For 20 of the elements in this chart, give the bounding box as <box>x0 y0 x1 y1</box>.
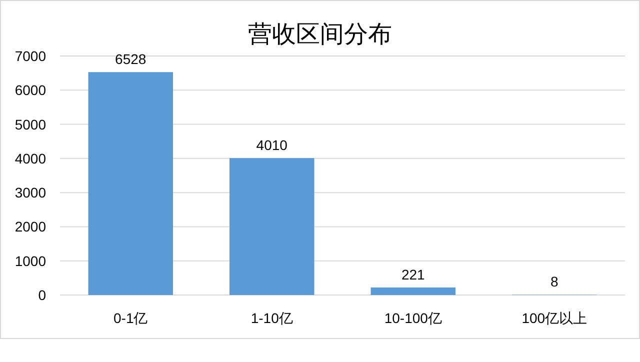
data-label: 6528 <box>115 51 146 68</box>
y-tick-label: 6000 <box>14 82 46 98</box>
x-tick-label: 100亿以上 <box>522 310 588 326</box>
chart-title: 营收区间分布 <box>248 21 392 48</box>
data-label: 4010 <box>256 137 288 154</box>
data-label: 221 <box>401 266 426 282</box>
y-tick-label: 1000 <box>14 252 46 269</box>
data-label: 8 <box>550 274 558 290</box>
bar <box>370 287 456 295</box>
bar <box>230 158 314 295</box>
y-tick-label: 2000 <box>14 218 46 235</box>
y-tick-label: 5000 <box>14 116 46 132</box>
y-tick-label: 4000 <box>14 150 46 166</box>
x-tick-label: 1-10亿 <box>250 310 293 326</box>
y-tick-label: 3000 <box>14 184 46 201</box>
x-tick-label: 10-100亿 <box>384 310 442 326</box>
bar <box>88 72 173 295</box>
y-tick-label: 7000 <box>14 48 46 64</box>
y-tick-label: 0 <box>38 287 46 303</box>
x-tick-label: 0-1亿 <box>114 310 148 326</box>
